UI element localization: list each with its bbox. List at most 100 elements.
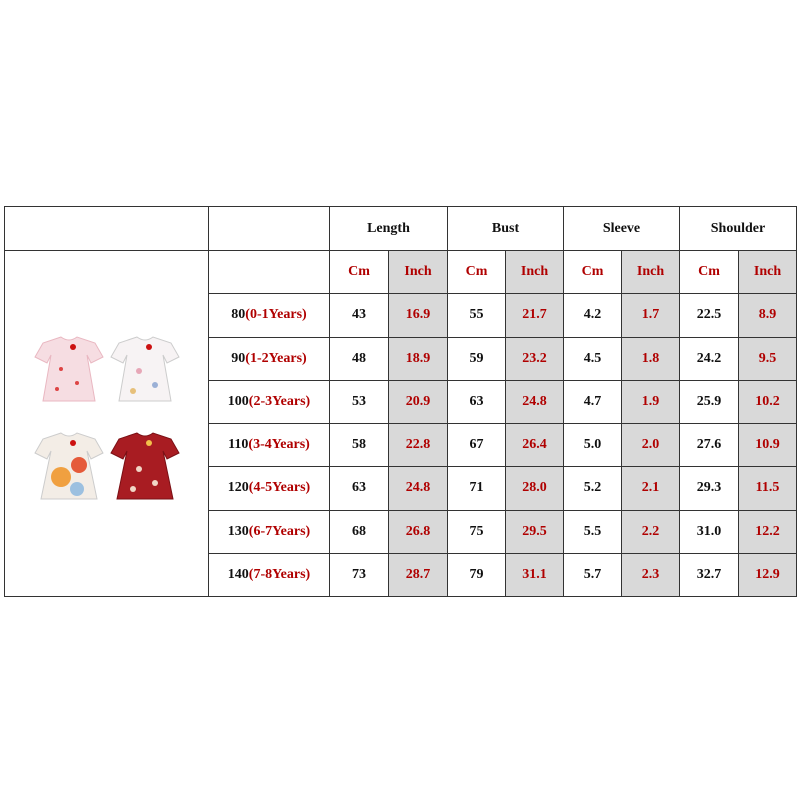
- measure-cell: 68: [329, 509, 389, 554]
- unit-header: Inch: [738, 249, 797, 295]
- measure-cell: 26.8: [388, 509, 448, 554]
- measure-cell: 20.9: [388, 379, 448, 425]
- measure-cell: 11.5: [738, 466, 797, 511]
- size-row: 80(0-1Years) 43 16.9 55 21.7 4.2 1.7 22.5 8.9: [5, 293, 797, 338]
- measure-cell: 58: [329, 422, 389, 468]
- measure-cell: 53: [329, 379, 389, 425]
- age-label: (3-4Years): [248, 437, 310, 453]
- measure-cell: 12.9: [738, 552, 797, 598]
- measure-cell: 67: [447, 422, 506, 468]
- measure-cell: 75: [447, 509, 506, 554]
- measure-cell: 22.5: [679, 293, 739, 338]
- measure-cell: 2.2: [621, 509, 680, 554]
- measure-cell: 2.3: [621, 552, 680, 598]
- age-label: (1-2Years): [245, 350, 307, 366]
- size-cell: 140(7-8Years): [208, 552, 330, 598]
- size-cell: 90(1-2Years): [208, 336, 330, 381]
- measure-cell: 27.6: [679, 422, 739, 468]
- measure-cell: 55: [447, 293, 506, 338]
- unit-header: Cm: [447, 249, 506, 295]
- unit-row: Cm Inch Cm Inch Cm Inch Cm Inch: [4, 249, 797, 597]
- measure-cell: 2.0: [621, 422, 680, 468]
- measure-cell: 31.1: [505, 552, 564, 598]
- measure-cell: 22.8: [388, 422, 448, 468]
- measure-cell: 5.7: [563, 552, 622, 598]
- size-row: 120(4-5Years) 63 24.8 71 28.0 5.2 2.1 29.3 11.5: [5, 466, 797, 511]
- size-row: 100(2-3Years) 53 20.9 63 24.8 4.7 1.9 25.9 10.2: [5, 379, 797, 425]
- measure-cell: 9.5: [738, 336, 797, 381]
- measure-cell: 5.2: [563, 466, 622, 511]
- empty-cell: [4, 206, 209, 251]
- measure-cell: 1.9: [621, 379, 680, 425]
- unit-header: Inch: [505, 249, 564, 295]
- dress-illustration: [33, 336, 180, 500]
- size-cell: 120(4-5Years): [208, 466, 330, 511]
- size-label: 80: [231, 307, 246, 323]
- measure-cell: 24.2: [679, 336, 739, 381]
- measure-cell: 29.3: [679, 466, 739, 511]
- measure-cell: 29.5: [505, 509, 564, 554]
- unit-header: Cm: [563, 249, 622, 295]
- unit-header: Inch: [388, 249, 448, 295]
- measure-cell: 16.9: [388, 293, 448, 338]
- measure-cell: 32.7: [679, 552, 739, 598]
- measure-cell: 31.0: [679, 509, 739, 554]
- measure-cell: 4.2: [563, 293, 622, 338]
- size-label: 130: [227, 523, 249, 539]
- size-label: 110: [228, 437, 249, 453]
- measure-cell: 4.5: [563, 336, 622, 381]
- measure-cell: 10.9: [738, 422, 797, 468]
- empty-cell: [208, 249, 330, 295]
- product-image: [4, 250, 209, 597]
- measure-cell: 5.0: [563, 422, 622, 468]
- measure-cell: 59: [447, 336, 506, 381]
- measure-cell: 4.7: [563, 379, 622, 425]
- header-row: Length Bust Sleeve Shoulder: [4, 206, 797, 251]
- measure-cell: 43: [329, 293, 389, 338]
- measure-cell: 8.9: [738, 293, 797, 338]
- measure-cell: 10.2: [738, 379, 797, 425]
- size-label: 140: [227, 566, 249, 582]
- measure-cell: 2.1: [621, 466, 680, 511]
- measure-cell: 28.0: [505, 466, 564, 511]
- measure-cell: 1.7: [621, 293, 680, 338]
- size-cell: 130(6-7Years): [208, 509, 330, 554]
- measure-cell: 79: [447, 552, 506, 598]
- size-label: 100: [227, 393, 249, 409]
- measure-cell: 71: [447, 466, 506, 511]
- size-row: 140(7-8Years) 73 28.7 79 31.1 5.7 2.3 32.7 12.9: [5, 552, 797, 598]
- size-row: 90(1-2Years) 48 18.9 59 23.2 4.5 1.8 24.2 9.5: [5, 336, 797, 381]
- size-cell: 80(0-1Years): [208, 293, 330, 338]
- measure-cell: 48: [329, 336, 389, 381]
- measure-cell: 1.8: [621, 336, 680, 381]
- size-label: 120: [227, 480, 249, 496]
- empty-cell: [208, 206, 330, 251]
- column-header: Sleeve: [563, 206, 680, 251]
- unit-header: Cm: [329, 249, 389, 295]
- age-label: (7-8Years): [248, 566, 311, 582]
- measure-cell: 26.4: [505, 422, 564, 468]
- age-label: (4-5Years): [248, 480, 311, 496]
- measure-cell: 24.8: [388, 466, 448, 511]
- measure-cell: 23.2: [505, 336, 564, 381]
- measure-cell: 5.5: [563, 509, 622, 554]
- measure-cell: 63: [447, 379, 506, 425]
- measure-cell: 25.9: [679, 379, 739, 425]
- measure-cell: 18.9: [388, 336, 448, 381]
- measure-cell: 21.7: [505, 293, 564, 338]
- column-header: Shoulder: [679, 206, 797, 251]
- size-cell: 110(3-4Years): [208, 422, 330, 468]
- measure-cell: 12.2: [738, 509, 797, 554]
- size-table: Length Bust Sleeve Shoulder Cm Inch Cm Inch…: [4, 206, 797, 598]
- age-label: (2-3Years): [248, 393, 311, 409]
- age-label: (0-1Years): [245, 307, 307, 323]
- measure-cell: 63: [329, 466, 389, 511]
- size-cell: 100(2-3Years): [208, 379, 330, 425]
- size-row: 130(6-7Years) 68 26.8 75 29.5 5.5 2.2 31.0 12.2: [5, 509, 797, 554]
- measure-cell: 24.8: [505, 379, 564, 425]
- age-label: (6-7Years): [248, 523, 311, 539]
- column-header: Bust: [447, 206, 564, 251]
- measure-cell: 73: [329, 552, 389, 598]
- unit-header: Cm: [679, 249, 739, 295]
